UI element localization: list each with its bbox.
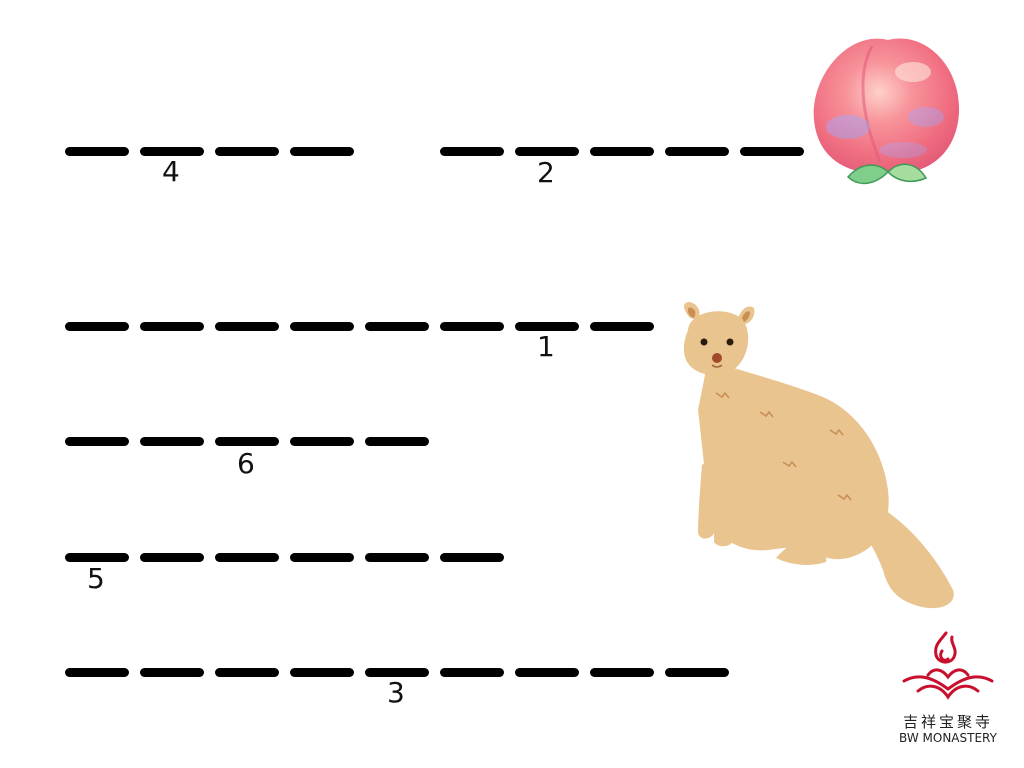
letter-blank[interactable]: [65, 668, 129, 677]
position-number: 1: [537, 330, 555, 363]
position-number: 6: [237, 447, 255, 480]
answer-row: 5: [0, 538, 1024, 593]
logo-english-text: BW MONASTERY: [899, 731, 997, 745]
letter-blank[interactable]: [140, 437, 204, 446]
letter-blank[interactable]: [140, 322, 204, 331]
answer-row: 1: [0, 307, 1024, 361]
letter-blank[interactable]: [365, 668, 429, 677]
answer-row: 3: [0, 653, 1024, 707]
lotus-flame-icon: [902, 631, 994, 700]
letter-blank[interactable]: [215, 147, 279, 156]
position-number: 5: [87, 562, 105, 595]
letter-blank[interactable]: [440, 668, 504, 677]
letter-blank[interactable]: [215, 437, 279, 446]
letter-blank[interactable]: [590, 147, 654, 156]
letter-blank[interactable]: [140, 668, 204, 677]
letter-blank[interactable]: [365, 322, 429, 331]
letter-blank[interactable]: [740, 147, 804, 156]
letter-blank[interactable]: [65, 147, 129, 156]
letter-blank[interactable]: [290, 553, 354, 562]
letter-blank[interactable]: [665, 147, 729, 156]
letter-blank[interactable]: [440, 322, 504, 331]
letter-blank[interactable]: [65, 553, 129, 562]
letter-blank[interactable]: [215, 553, 279, 562]
letter-blank[interactable]: [515, 147, 579, 156]
letter-blank[interactable]: [365, 437, 429, 446]
letter-blank[interactable]: [140, 553, 204, 562]
position-number: 2: [537, 156, 555, 189]
letter-blank[interactable]: [515, 668, 579, 677]
letter-blank[interactable]: [290, 668, 354, 677]
answer-row: 4: [0, 132, 1024, 186]
letter-blank[interactable]: [140, 147, 204, 156]
letter-blank[interactable]: [590, 322, 654, 331]
letter-blank[interactable]: [65, 437, 129, 446]
peach-illustration: [813, 38, 960, 185]
letter-blank[interactable]: [440, 147, 504, 156]
position-number: 4: [162, 155, 180, 188]
answer-row: 2: [0, 132, 1024, 187]
answer-row: 6: [0, 422, 1024, 478]
letter-blank[interactable]: [290, 437, 354, 446]
logo-chinese-text: 吉祥宝聚寺: [902, 713, 993, 731]
letter-blank[interactable]: [440, 553, 504, 562]
letter-blank[interactable]: [590, 668, 654, 677]
letter-blank[interactable]: [365, 553, 429, 562]
letter-blank[interactable]: [290, 147, 354, 156]
letter-blank[interactable]: [65, 322, 129, 331]
letter-blank[interactable]: [290, 322, 354, 331]
monastery-logo: 吉祥宝聚寺 BW MONASTERY: [888, 625, 1008, 755]
letter-blank[interactable]: [515, 322, 579, 331]
letter-blank[interactable]: [215, 668, 279, 677]
mongoose-illustration: [683, 302, 954, 609]
letter-blank[interactable]: [665, 668, 729, 677]
letter-blank[interactable]: [215, 322, 279, 331]
position-number: 3: [387, 676, 405, 709]
